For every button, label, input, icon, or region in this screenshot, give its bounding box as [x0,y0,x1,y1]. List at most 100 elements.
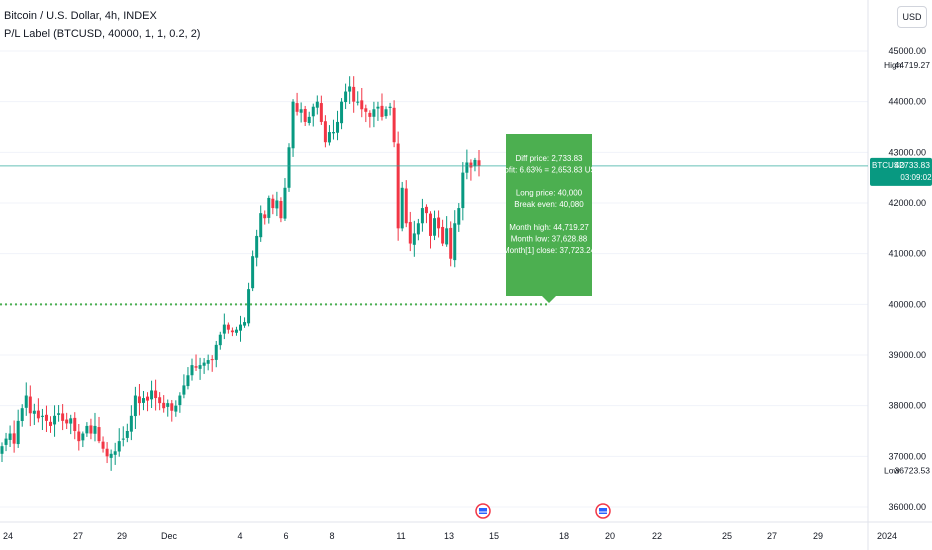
candle-body [198,365,202,369]
high-tag-bg [880,58,932,73]
candle-body [194,366,198,368]
symbol-title: Bitcoin / U.S. Dollar, 4h, INDEX [4,10,157,22]
candle-body [97,427,101,442]
candle-body [251,256,255,289]
candle-body [465,162,469,173]
candle-body [384,109,388,117]
candle-body [352,86,356,102]
candle-body [473,159,477,167]
candle-body [420,208,424,224]
indicator-title[interactable]: P/L Label (BTCUSD, 40000, 1, 1, 0.2, 2) [4,28,201,40]
candle-body [441,226,445,244]
candle-body [186,375,190,387]
candle-body [404,188,408,224]
candle-body [400,187,404,229]
candle-body [408,221,412,244]
y-tick-label: 40000.00 [888,299,926,309]
candle-body [77,431,81,442]
low-label: Low [884,465,900,475]
event-flag-icon-inner [599,508,607,514]
y-tick-label: 38000.00 [888,401,926,411]
x-tick-label: 22 [652,531,662,541]
candle-body [307,116,311,123]
candle-body [105,448,109,457]
x-tick-label: 6 [283,531,288,541]
low-value: 36723.53 [895,465,931,475]
candle-body [101,441,105,449]
candle-body [453,223,457,261]
pl-label-line: Profit: 6.63% = 2,653.83 USD [496,166,601,175]
candle-body [170,403,174,411]
candle-body [396,143,400,229]
candle-body [32,410,36,414]
candle-body [433,218,437,236]
candle-body [166,403,170,407]
y-tick-label: 37000.00 [888,451,926,461]
candle-body [141,398,145,403]
candle-body [239,324,242,331]
x-tick-label: 18 [559,531,569,541]
y-tick-label: 36000.00 [888,502,926,512]
candle-body [416,223,420,235]
candle-body [388,106,392,108]
candle-body [380,105,384,117]
candle-body [49,421,53,426]
pl-label-line: Break even: 40,080 [514,200,584,209]
countdown-tag: 03:09:02 [900,173,932,182]
candle-body [182,385,186,395]
candle-body [24,395,28,408]
x-tick-label: 20 [605,531,615,541]
candle-body [344,91,348,103]
event-flag-icon-inner [479,508,487,514]
currency-button[interactable]: USD [897,6,927,28]
candle-body [190,365,194,376]
candle-body [303,108,307,122]
y-tick-label: 42000.00 [888,198,926,208]
candle-body [315,101,319,108]
candle-body [271,198,275,209]
x-tick-label: 15 [489,531,499,541]
candle-body [65,419,69,424]
candle-body [0,446,4,454]
candle-body [117,441,121,452]
candle-body [28,396,32,414]
candle-body [295,103,299,112]
candle-body [210,359,214,361]
candle-body [93,425,97,434]
candle-body [53,415,57,425]
candle-body [8,433,12,440]
y-tick-label: 43000.00 [888,147,926,157]
candle-body [85,425,89,434]
candle-body [206,360,210,364]
pl-label-line: Month high: 44,719.27 [509,223,589,232]
candle-body [154,390,158,399]
candle-body [36,410,40,419]
candle-body [445,228,449,245]
candle-body [356,101,360,103]
candle-body [137,396,141,404]
candle-body [428,213,432,236]
candle-body [263,214,267,219]
candle-body [57,413,61,415]
candle-body [218,334,222,346]
candle-body [158,397,162,404]
candle-body [12,433,16,444]
candle-body [287,147,291,188]
candle-body [331,132,335,134]
candle-body [267,197,271,218]
x-tick-label: 25 [722,531,732,541]
candle-body [340,101,344,124]
last-price-tag: 42733.83 [895,160,931,170]
pl-label-box[interactable] [506,134,592,303]
candle-body [202,362,206,366]
candle-body [61,413,65,421]
candle-body [69,418,73,424]
x-tick-label: 8 [329,531,334,541]
x-tick-label: 27 [767,531,777,541]
high-label: High [884,60,902,70]
candle-body [73,417,77,431]
x-tick-label: 24 [3,531,13,541]
symbol-tag: BTCUSD [872,161,905,170]
